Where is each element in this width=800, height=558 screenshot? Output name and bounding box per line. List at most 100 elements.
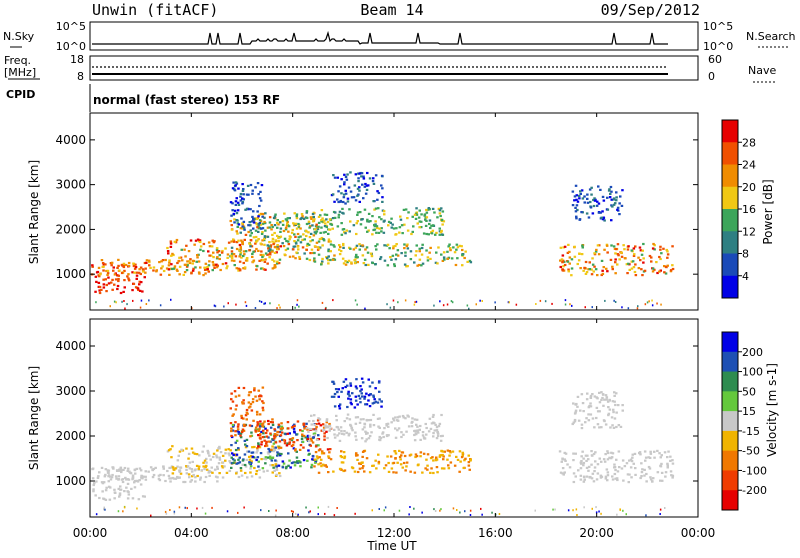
echo-cell bbox=[350, 403, 353, 406]
echo-cell bbox=[235, 439, 239, 442]
echo-cell bbox=[174, 467, 177, 470]
echo-cell bbox=[421, 471, 424, 474]
echo-cell bbox=[287, 230, 290, 233]
echo-cell bbox=[434, 233, 437, 236]
echo-cell bbox=[125, 486, 128, 489]
echo-cell bbox=[113, 491, 117, 494]
echo-cell bbox=[438, 233, 441, 236]
echo-cell bbox=[274, 434, 278, 437]
echo-cell bbox=[601, 269, 604, 272]
echo-cell bbox=[207, 250, 210, 253]
echo-cell bbox=[285, 465, 288, 468]
echo-cell bbox=[309, 444, 312, 447]
echo-cell bbox=[273, 428, 276, 431]
echo-cell bbox=[622, 244, 625, 247]
echo-cell bbox=[440, 450, 443, 453]
echo-cell bbox=[669, 269, 673, 272]
echo-cell bbox=[272, 438, 275, 442]
echo-cell bbox=[296, 460, 299, 463]
echo-cell bbox=[400, 431, 403, 434]
echo-cell bbox=[610, 244, 613, 247]
echo-cell bbox=[480, 507, 482, 510]
echo-cell bbox=[95, 280, 98, 283]
echo-cell bbox=[338, 405, 341, 408]
echo-cell bbox=[260, 232, 264, 235]
echo-cell bbox=[264, 427, 267, 430]
echo-cell bbox=[402, 208, 406, 211]
echo-cell bbox=[244, 233, 248, 236]
echo-cell bbox=[374, 245, 377, 248]
echo-cell bbox=[356, 470, 360, 474]
echo-cell bbox=[217, 250, 221, 253]
echo-cell bbox=[241, 197, 244, 200]
echo-cell bbox=[598, 457, 601, 460]
echo-cell bbox=[172, 477, 176, 480]
echo-cell bbox=[571, 204, 575, 207]
echo-cell bbox=[169, 448, 172, 451]
echo-cell bbox=[229, 219, 232, 223]
echo-cell bbox=[436, 216, 439, 219]
echo-cell bbox=[372, 464, 375, 467]
echo-cell bbox=[613, 472, 617, 476]
echo-cell bbox=[160, 267, 163, 270]
noise-right-label: N.Search bbox=[746, 30, 796, 43]
echo-cell bbox=[212, 452, 216, 455]
echo-cell bbox=[258, 413, 262, 416]
echo-cell bbox=[323, 432, 326, 435]
echo-cell bbox=[321, 301, 324, 304]
echo-cell bbox=[266, 451, 270, 454]
echo-cell bbox=[616, 263, 619, 266]
echo-cell bbox=[302, 422, 306, 425]
echo-cell bbox=[325, 213, 329, 216]
echo-cell bbox=[595, 406, 599, 409]
echo-cell bbox=[594, 268, 598, 271]
echo-cell bbox=[132, 299, 134, 302]
echo-cell bbox=[598, 391, 601, 394]
echo-cell bbox=[395, 253, 398, 256]
echo-cell bbox=[632, 254, 636, 257]
echo-cell bbox=[240, 217, 243, 220]
echo-cell bbox=[298, 257, 302, 260]
echo-cell bbox=[591, 263, 595, 266]
echo-cell bbox=[335, 419, 338, 422]
echo-cell bbox=[271, 423, 275, 426]
echo-cell bbox=[278, 472, 281, 475]
echo-cell bbox=[551, 302, 553, 305]
echo-cell bbox=[264, 268, 267, 271]
echo-cell bbox=[418, 226, 421, 229]
echo-cell bbox=[284, 226, 288, 229]
echo-cell bbox=[319, 462, 322, 465]
echo-cell bbox=[108, 498, 112, 501]
echo-cell bbox=[442, 304, 445, 307]
echo-cell bbox=[407, 425, 411, 428]
echo-cell bbox=[614, 258, 617, 261]
echo-cell bbox=[655, 261, 658, 264]
echo-cell bbox=[458, 244, 462, 247]
echo-cell bbox=[288, 442, 291, 446]
echo-cell bbox=[572, 452, 575, 455]
echo-cell bbox=[102, 481, 106, 484]
echo-cell bbox=[456, 257, 459, 260]
echo-cell bbox=[271, 237, 275, 240]
echo-cell bbox=[138, 280, 141, 283]
echo-cell bbox=[230, 430, 233, 433]
echo-cell bbox=[246, 184, 250, 187]
echo-cell bbox=[591, 454, 594, 457]
echo-cell bbox=[290, 461, 294, 465]
echo-cell bbox=[403, 223, 406, 226]
echo-cell bbox=[461, 253, 464, 256]
echo-cell bbox=[313, 458, 317, 461]
echo-cell bbox=[464, 510, 466, 513]
echo-cell bbox=[641, 468, 644, 471]
echo-cell bbox=[133, 486, 137, 489]
echo-cell bbox=[406, 247, 410, 250]
echo-cell bbox=[278, 304, 280, 307]
echo-cell bbox=[105, 290, 108, 293]
echo-cell bbox=[95, 480, 98, 483]
echo-cell bbox=[235, 404, 238, 407]
echo-cell bbox=[582, 457, 585, 460]
echo-cell bbox=[583, 475, 586, 478]
echo-cell bbox=[440, 435, 443, 438]
echo-cell bbox=[269, 245, 272, 248]
echo-cell bbox=[659, 245, 662, 248]
